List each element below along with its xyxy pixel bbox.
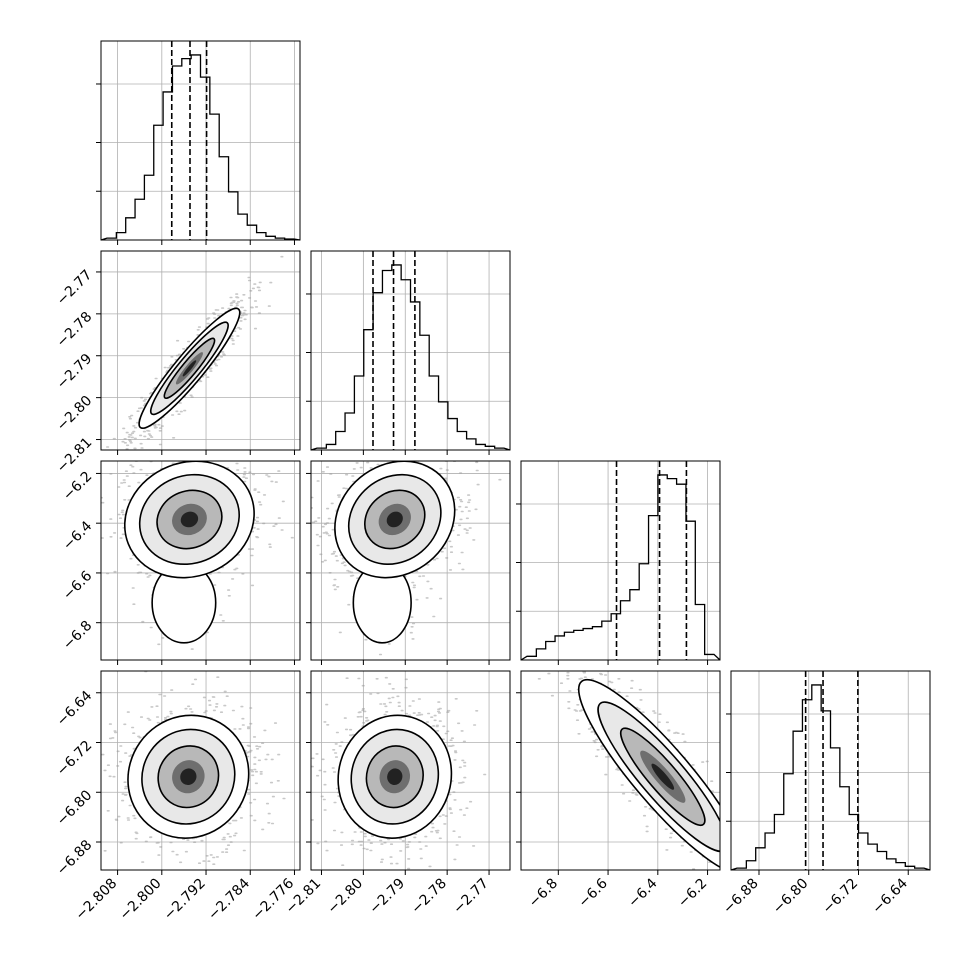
scatter-panel-1-0 <box>100 250 301 451</box>
x-tick-label: −2.80 <box>325 876 367 918</box>
panel-content <box>101 671 300 870</box>
panel-frame <box>100 460 301 661</box>
density-contour-4 <box>182 360 197 377</box>
scatter-panel-3-1 <box>310 670 511 871</box>
x-tick-label: −6.88 <box>720 876 762 918</box>
y-tick-label: −6.4 <box>60 518 95 553</box>
panel-frame <box>100 250 301 451</box>
x-tick-label: −6.4 <box>625 875 660 910</box>
scatter-panel-3-0 <box>100 670 301 871</box>
x-tick-label: −2.800 <box>117 876 165 924</box>
panel-background <box>731 671 930 870</box>
density-contour-4 <box>180 511 199 528</box>
scatter-panel-3-2 <box>520 670 721 871</box>
histogram-panel-1 <box>306 250 511 451</box>
panel-content <box>311 671 510 870</box>
scatter-panel-2-0 <box>100 460 301 661</box>
y-tick-label: −2.78 <box>54 309 96 351</box>
panel-content <box>101 461 300 660</box>
x-tick-label: −6.80 <box>770 876 812 918</box>
panel-background <box>521 461 720 660</box>
x-tick-label: −6.64 <box>869 875 911 917</box>
histogram-panel-0 <box>96 40 301 241</box>
density-contour-4 <box>386 511 403 528</box>
x-tick-label: −2.792 <box>161 876 209 924</box>
panel-frame <box>730 670 931 871</box>
x-tick-label: −2.79 <box>366 876 408 918</box>
panel-frame <box>520 670 721 871</box>
density-contour-4 <box>387 768 403 785</box>
density-contour-4 <box>651 763 675 790</box>
y-tick-label: −2.79 <box>54 351 96 393</box>
y-tick-label: −6.72 <box>54 738 96 780</box>
panel-frame <box>310 670 511 871</box>
histogram-step-0 <box>100 54 301 241</box>
histogram-step-1 <box>310 264 511 451</box>
histogram-step-3 <box>730 684 931 871</box>
x-tick-label: −6.6 <box>576 875 611 910</box>
y-tick-label: −2.81 <box>54 435 96 477</box>
histogram-panel-2 <box>516 460 721 661</box>
x-tick-label: −6.2 <box>675 876 710 911</box>
y-tick-label: −2.77 <box>54 267 96 309</box>
panel-frame <box>100 40 301 241</box>
y-tick-label: −6.80 <box>54 787 96 829</box>
x-tick-label: −6.72 <box>820 876 862 918</box>
x-tick-label: −2.808 <box>72 876 120 924</box>
y-tick-label: −6.8 <box>60 618 95 653</box>
x-tick-label: −6.8 <box>526 876 561 911</box>
x-tick-label: −2.784 <box>205 875 253 923</box>
y-tick-label: −6.64 <box>54 688 96 730</box>
x-tick-label: −2.78 <box>408 876 450 918</box>
panel-frame <box>310 460 511 661</box>
scatter-panel-2-1 <box>310 460 511 661</box>
panel-frame <box>100 670 301 871</box>
y-tick-label: −6.88 <box>54 837 96 879</box>
x-tick-label: −2.77 <box>450 876 492 918</box>
panel-content <box>521 671 720 870</box>
y-tick-label: −6.6 <box>60 568 95 603</box>
panel-frame <box>520 460 721 661</box>
panel-frame <box>310 250 511 451</box>
density-contour-4 <box>180 768 197 785</box>
histogram-panel-3 <box>726 670 931 871</box>
panel-content <box>311 461 510 660</box>
y-tick-label: −2.80 <box>54 393 96 435</box>
panel-content <box>101 251 300 450</box>
